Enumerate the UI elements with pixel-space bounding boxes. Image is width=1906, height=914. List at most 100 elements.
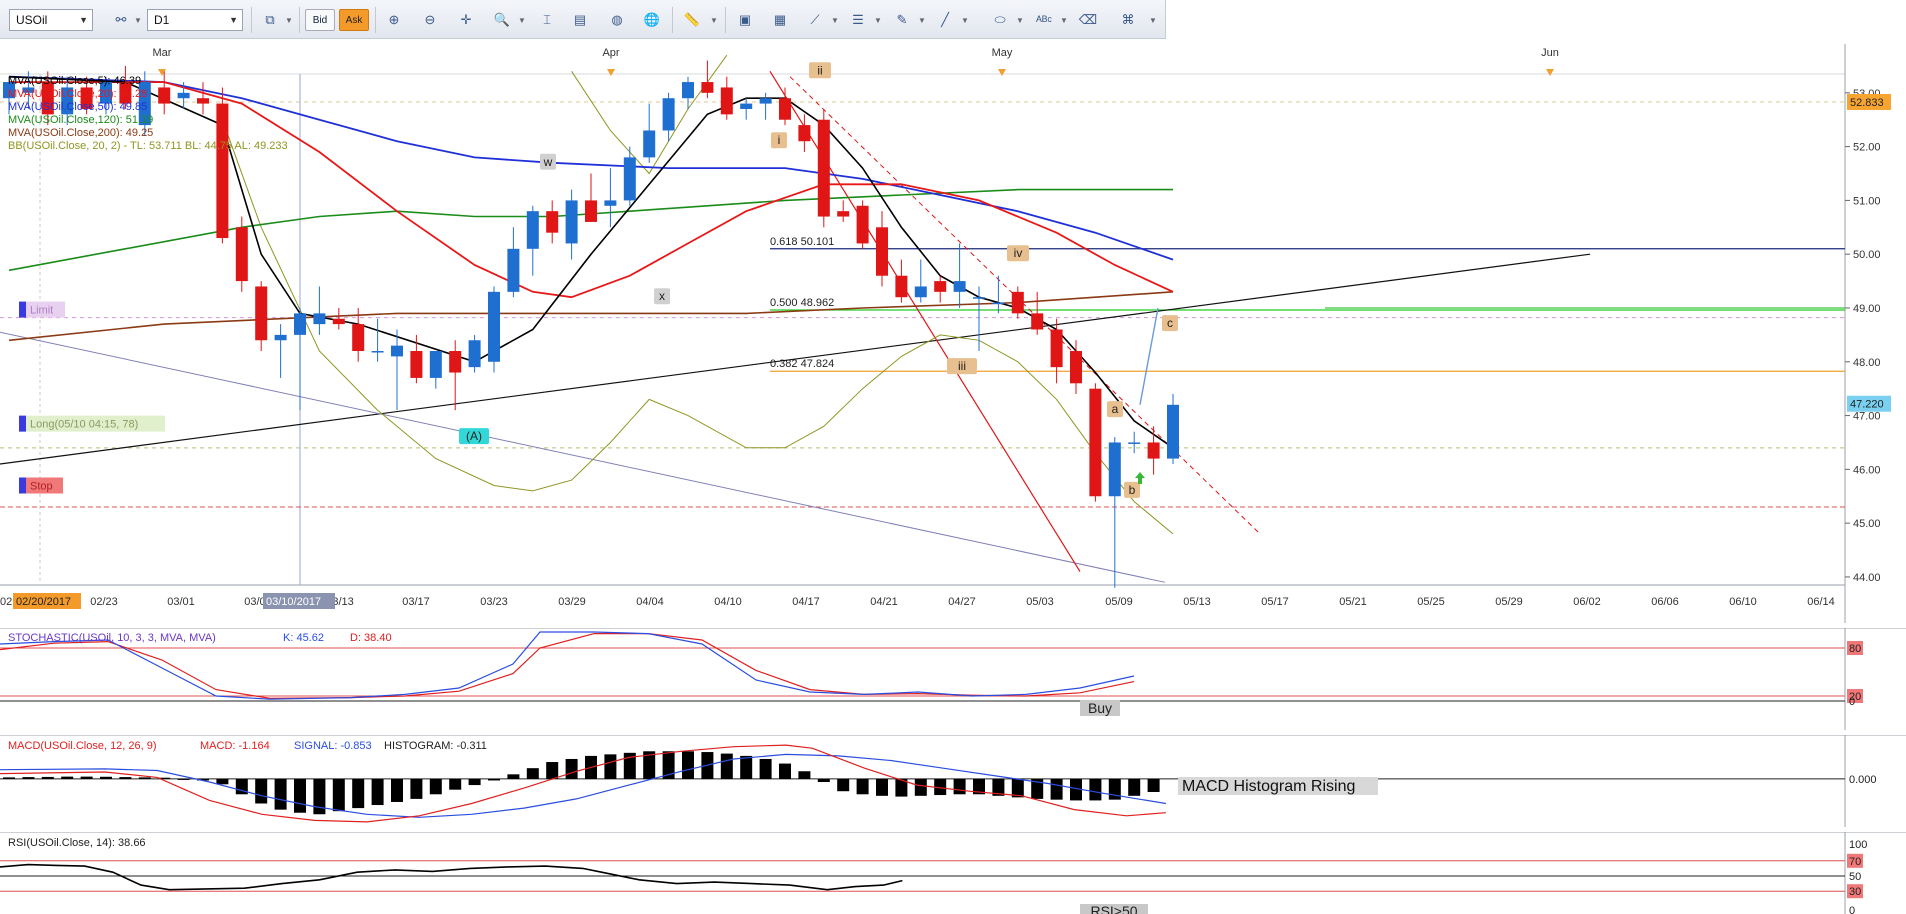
- chevron-down-icon[interactable]: ▼: [1060, 15, 1068, 25]
- candle: [197, 98, 209, 104]
- chevron-down-icon[interactable]: ▼: [285, 15, 293, 25]
- cursor-icon[interactable]: ⌶: [543, 12, 551, 27]
- link-icon[interactable]: ⚯: [115, 12, 127, 27]
- candle: [817, 119, 830, 217]
- y-tick-label: 49.00: [1853, 303, 1881, 315]
- rsi-background: [0, 832, 1906, 914]
- date-label: 04/04: [636, 596, 664, 608]
- wave-label: i: [778, 133, 781, 147]
- macd-histogram-bar: [352, 778, 365, 809]
- wave-label-bg: [1107, 401, 1123, 418]
- timeframe-value: D1: [154, 13, 170, 27]
- chevron-down-icon[interactable]: ▼: [710, 15, 718, 25]
- macd-histogram-bar: [197, 778, 209, 781]
- candle: [526, 211, 539, 249]
- stochastic-panel[interactable]: 80 200 STOCHASTIC(USOil, 10, 3, 3, MVA, MV…: [0, 628, 1906, 730]
- macd-histogram-bar: [391, 778, 403, 802]
- current-price-label: 52.833: [1850, 97, 1884, 109]
- objects-icon[interactable]: ⌘: [1121, 12, 1135, 27]
- candle: [701, 82, 714, 93]
- candle: [914, 286, 927, 298]
- bid-button[interactable]: Bid: [305, 9, 335, 31]
- y-tick-label: 50.00: [1853, 249, 1881, 261]
- horizontal-lines-icon[interactable]: ☰: [852, 12, 864, 27]
- wave-label: c: [1167, 316, 1173, 330]
- macd-histogram-bar: [274, 778, 287, 810]
- macd-histogram-bar: [61, 776, 74, 779]
- y-tick-label: 45.00: [1853, 518, 1881, 530]
- picture-icon[interactable]: ▣: [738, 12, 752, 27]
- pen-icon[interactable]: ✎: [896, 12, 908, 27]
- grid-icon[interactable]: ▦: [773, 12, 787, 27]
- line-icon[interactable]: ╱: [941, 12, 949, 27]
- chevron-down-icon[interactable]: ▼: [961, 15, 969, 25]
- ruler-icon[interactable]: 📏: [683, 12, 701, 27]
- candle: [662, 98, 675, 131]
- macd-histogram-bar: [1070, 778, 1082, 801]
- chart-type-icon[interactable]: ⧉: [265, 12, 275, 27]
- wave-label: ii: [817, 63, 822, 77]
- chevron-down-icon[interactable]: ▼: [1016, 15, 1024, 25]
- drawing-icon[interactable]: ◍: [611, 12, 623, 27]
- overlay-legend-item: MVA(USOil.Close,50): 49.85: [8, 101, 147, 113]
- timeframe-select[interactable]: D1 ▼: [147, 9, 243, 31]
- ask-button[interactable]: Ask: [339, 9, 369, 31]
- rsi-level-label: 30: [1849, 886, 1861, 898]
- candle: [80, 87, 93, 109]
- current-price-label: 47.220: [1850, 399, 1884, 411]
- current-price-label-bg: [1847, 93, 1891, 110]
- chevron-down-icon: ▼: [79, 15, 88, 25]
- candle: [934, 281, 947, 292]
- macd-annotation-bg: [1178, 777, 1378, 795]
- zoom-out-icon[interactable]: ⊖: [424, 12, 436, 27]
- chevron-down-icon[interactable]: ▼: [134, 15, 142, 25]
- zoom-in-icon[interactable]: ⊕: [388, 12, 400, 27]
- chevron-down-icon[interactable]: ▼: [1149, 15, 1157, 25]
- chevron-down-icon[interactable]: ▼: [518, 15, 526, 25]
- candle: [720, 87, 733, 115]
- macd-histogram-bar: [216, 778, 229, 785]
- candle: [643, 130, 656, 158]
- candle: [604, 200, 617, 206]
- macd-histogram-bar: [817, 778, 830, 782]
- rsi-level-label: 70: [1849, 856, 1861, 868]
- crosshair-icon[interactable]: ✛: [460, 12, 472, 27]
- rsi-panel[interactable]: 100 70 50 30 0 RSI(USOil.Close, 14): 38.66 RSI…: [0, 832, 1906, 914]
- macd-histogram-bar: [895, 778, 908, 797]
- chevron-down-icon[interactable]: ▼: [831, 15, 839, 25]
- rsi-level-bg: [1847, 884, 1863, 899]
- candle: [1031, 313, 1044, 330]
- order-label: Stop: [30, 480, 53, 492]
- wave-label-bg: [1124, 481, 1140, 498]
- indicator-icon[interactable]: ▤: [573, 12, 587, 27]
- candle: [1167, 404, 1179, 459]
- text-icon[interactable]: ᴬᴮᶜ: [1036, 12, 1052, 28]
- globe-icon[interactable]: 🌐: [643, 12, 661, 27]
- month-label: May: [992, 47, 1013, 59]
- magnifier-icon[interactable]: 🔍: [493, 12, 511, 27]
- macd-histogram-bar: [1050, 778, 1063, 800]
- macd-histogram-bar: [313, 778, 326, 815]
- price-chart[interactable]: Mar Apr May Jun53.0052.0051.0050.0049.0048.…: [0, 44, 1906, 624]
- candle: [779, 98, 791, 120]
- candle: [488, 291, 500, 362]
- rsi-legend: RSI(USOil.Close, 14): 38.66: [8, 837, 146, 849]
- chevron-down-icon[interactable]: ▼: [874, 15, 882, 25]
- order-marker-icon: [19, 415, 26, 432]
- eraser-icon[interactable]: ⌫: [1078, 12, 1098, 27]
- ellipse-icon[interactable]: ⬭: [994, 12, 1006, 27]
- chevron-down-icon[interactable]: ▼: [918, 15, 926, 25]
- candle: [856, 205, 869, 244]
- symbol-select[interactable]: USOil ▼: [9, 9, 93, 31]
- y-tick-label: 48.00: [1853, 357, 1881, 369]
- candle: [1147, 442, 1160, 459]
- highlight-date-bg: [13, 593, 81, 609]
- stoch-annotation: Buy: [1088, 700, 1112, 716]
- trendline-icon[interactable]: ⟋: [810, 12, 820, 27]
- macd-signal-line: [0, 753, 1166, 818]
- candle: [3, 82, 15, 99]
- macd-panel[interactable]: 0.000 MACD(USOil.Close, 12, 26, 9) MACD: -…: [0, 735, 1906, 827]
- date-label: 05/25: [1417, 596, 1445, 608]
- wave-label-bg: [771, 132, 787, 149]
- macd-histogram-bar: [429, 778, 442, 795]
